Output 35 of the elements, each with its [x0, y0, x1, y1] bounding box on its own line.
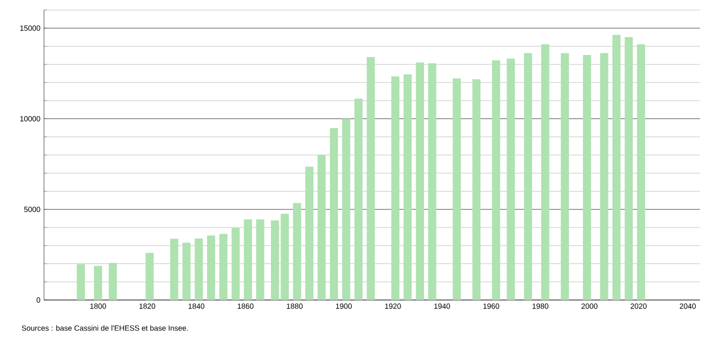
bar — [318, 154, 326, 300]
bar — [524, 53, 532, 300]
bar — [256, 219, 264, 300]
bar — [472, 79, 480, 300]
bar — [108, 262, 117, 300]
bar — [582, 54, 592, 300]
bar — [305, 166, 314, 300]
bar — [506, 58, 515, 300]
bar — [170, 238, 178, 300]
bar — [612, 34, 621, 300]
bar — [330, 128, 338, 300]
bar — [366, 56, 375, 300]
bar — [219, 234, 228, 300]
bar — [541, 44, 550, 300]
bar — [560, 53, 569, 300]
bar — [207, 235, 216, 300]
bar — [600, 53, 608, 300]
bar — [146, 252, 154, 300]
bar — [404, 74, 412, 300]
bar — [76, 264, 85, 300]
bar — [492, 60, 500, 300]
bar — [636, 44, 646, 300]
bar — [293, 203, 302, 300]
bar — [342, 118, 350, 300]
bar — [428, 63, 436, 300]
bar — [391, 76, 400, 300]
bar — [354, 98, 363, 300]
bar — [182, 242, 191, 300]
bar — [452, 78, 461, 300]
bar — [94, 266, 102, 300]
bar — [232, 228, 240, 300]
bar — [624, 37, 633, 300]
bar — [416, 62, 424, 300]
bar — [194, 238, 203, 300]
bar — [244, 219, 252, 300]
